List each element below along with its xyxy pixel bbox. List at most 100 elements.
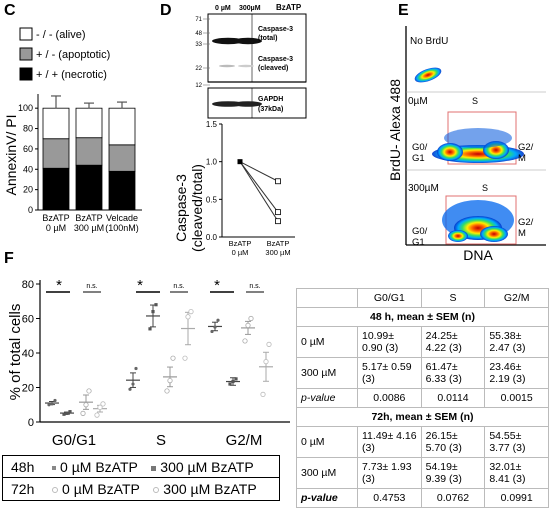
- e-plot2-title: 0µM: [408, 96, 428, 107]
- cell: 24.25± 4.22 (3): [420, 326, 486, 358]
- d-xlabel-1b: 0 µM: [232, 248, 249, 257]
- panel-c-xlabels: BzATP 0 µM BzATP 300 µM Velcade (100nM): [42, 213, 138, 233]
- e-plot2-g1: [437, 143, 463, 161]
- e-plot3-g2m-a: G2/: [518, 217, 534, 228]
- panel-e-ylabel: BrdU- Alexa 488: [387, 79, 403, 181]
- panel-d-chart: Caspase-3 (cleaved/total) 0.0 0.5 1.0 1.5 B…: [173, 120, 295, 257]
- c-bar-segment: [75, 164, 103, 211]
- d-xlabel-2a: BzATP: [267, 239, 290, 248]
- d-ytick: 0.0: [206, 233, 218, 242]
- c-bar-segment: [42, 107, 70, 140]
- band-label-gapdh-kda: (37kDa): [258, 106, 283, 113]
- f-point: [53, 398, 57, 403]
- c-bar-segment: [42, 138, 70, 169]
- table-row: 300 µM 5.17± 0.59 (3) 61.47± 6.33 (3) 23…: [296, 357, 549, 389]
- panel-f-chart: % of total cells 0 20 40 60 80 * n.s. * n.s.…: [7, 277, 290, 449]
- d-line: [239, 161, 279, 182]
- f-point: [154, 303, 158, 307]
- d-xlabel-1a: BzATP: [229, 239, 252, 248]
- cell: 54.55± 3.77 (3): [484, 426, 549, 458]
- c-bar-segment: [75, 107, 103, 139]
- sig-g0g1-72h: n.s.: [86, 283, 97, 290]
- legend-72h-300um-marker: [153, 487, 160, 494]
- table-header-row: G0/G1 S G2/M: [296, 288, 549, 308]
- d-xlabel-2b: 300 µM: [265, 248, 290, 257]
- f-point: [131, 382, 135, 386]
- f-point: [86, 388, 92, 394]
- table-header-g0g1: G0/G1: [357, 288, 422, 308]
- d-ytick: 1.5: [206, 120, 218, 129]
- band-cleaved-0um: [219, 64, 235, 68]
- cell: 10.99± 0.90 (3): [357, 326, 422, 358]
- d-ytick: 0.5: [206, 195, 218, 204]
- f-point: [62, 412, 66, 416]
- f-point: [100, 401, 106, 407]
- blot-col-0um: 0 µM: [215, 5, 231, 12]
- cell: 23.46± 2.19 (3): [484, 357, 549, 389]
- e-plot2-g2m-a: G2/: [518, 142, 534, 153]
- cell: 61.47± 6.33 (3): [420, 357, 486, 389]
- table-row: 300 µM 7.73± 1.93 (3) 54.19± 9.39 (3) 32…: [296, 457, 549, 489]
- e-plot3-g0g1-b: G1: [412, 237, 425, 248]
- cell: 55.38± 2.47 (3): [484, 326, 549, 358]
- table-section-48h: 48 h, mean ± SEM (n): [296, 307, 549, 327]
- panel-f-axis: 0 20 40 60 80: [22, 279, 290, 429]
- band-label-total-1: Caspase-3: [258, 26, 293, 33]
- c-ytick: 40: [23, 164, 33, 174]
- f-point: [65, 411, 69, 415]
- blot-title: BzATP: [276, 3, 302, 12]
- legend-72h-0um: 0 µM BzATP: [62, 481, 140, 497]
- cell: 0.0015: [484, 388, 549, 408]
- c-xlabel-2a: BzATP: [75, 213, 102, 223]
- d-point-300um: [275, 209, 281, 216]
- panel-d-ylabel-1: Caspase-3: [173, 174, 189, 242]
- f-point: [266, 341, 272, 347]
- e-plot3-s: S: [482, 183, 488, 193]
- f-point: [213, 325, 217, 329]
- d-point-0um: [237, 159, 243, 165]
- mw-33: 33: [195, 42, 202, 48]
- e-plot3-g2m-b: M: [518, 228, 526, 239]
- table-section-72h: 72h, mean ± SEM (n): [296, 407, 549, 427]
- band-label-total-2: (total): [258, 35, 277, 42]
- panel-c-chart: - / - (alive) + / - (apoptotic) + / + (n…: [3, 27, 142, 233]
- table-header-s: S: [420, 288, 486, 308]
- f-ytick: 0: [28, 417, 34, 429]
- c-bar-segment: [75, 137, 103, 166]
- cell: 0.0114: [420, 388, 486, 408]
- panel-d-ylabel-2: (cleaved/total): [189, 164, 205, 252]
- f-point: [182, 355, 188, 361]
- stats-table: G0/G1 S G2/M 48 h, mean ± SEM (n) 0 µM 1…: [296, 288, 549, 508]
- legend-row-48h: 48h 0 µM BzATP 300 µM BzATP: [11, 457, 254, 477]
- e-plot3-title: 300µM: [408, 183, 439, 194]
- c-xlabel-1b: 0 µM: [46, 223, 66, 233]
- f-ytick: 20: [22, 383, 34, 395]
- panel-c-bars: [42, 95, 136, 211]
- panel-d-axis: 0.0 0.5 1.0 1.5: [206, 120, 295, 242]
- band-total-300um: [234, 37, 262, 45]
- f-point: [234, 377, 238, 381]
- sig-s-72h: n.s.: [173, 283, 184, 290]
- d-line: [239, 161, 279, 222]
- f-point: [242, 338, 248, 344]
- f-point: [216, 318, 220, 322]
- f-point: [231, 379, 235, 384]
- panel-c-legend: - / - (alive) + / - (apoptotic) + / + (n…: [19, 27, 110, 81]
- f-point: [94, 412, 100, 418]
- legend-48h-0um: 0 µM BzATP: [60, 459, 138, 475]
- f-point: [210, 329, 214, 334]
- sig-s-48h: *: [137, 277, 143, 294]
- mw-71: 71: [195, 17, 202, 23]
- blot-col-300um: 300µM: [239, 5, 261, 12]
- panel-c-ylabel: AnnexinV/ PI: [3, 115, 19, 196]
- panel-f-legend: 48h 0 µM BzATP 300 µM BzATP 72h 0 µM BzA…: [2, 455, 280, 501]
- table-header-g2m: G2/M: [484, 288, 549, 308]
- band-label-cleaved-1: Caspase-3: [258, 56, 293, 63]
- f-point: [167, 378, 173, 384]
- legend-72h-0um-marker: [52, 487, 59, 494]
- sig-g2m-72h: n.s.: [249, 283, 260, 290]
- cell: 5.17± 0.59 (3): [357, 357, 422, 389]
- c-xlabel-3a: Velcade: [106, 213, 138, 223]
- panel-f-ylabel: % of total cells: [7, 304, 24, 401]
- c-ytick: 80: [23, 124, 33, 134]
